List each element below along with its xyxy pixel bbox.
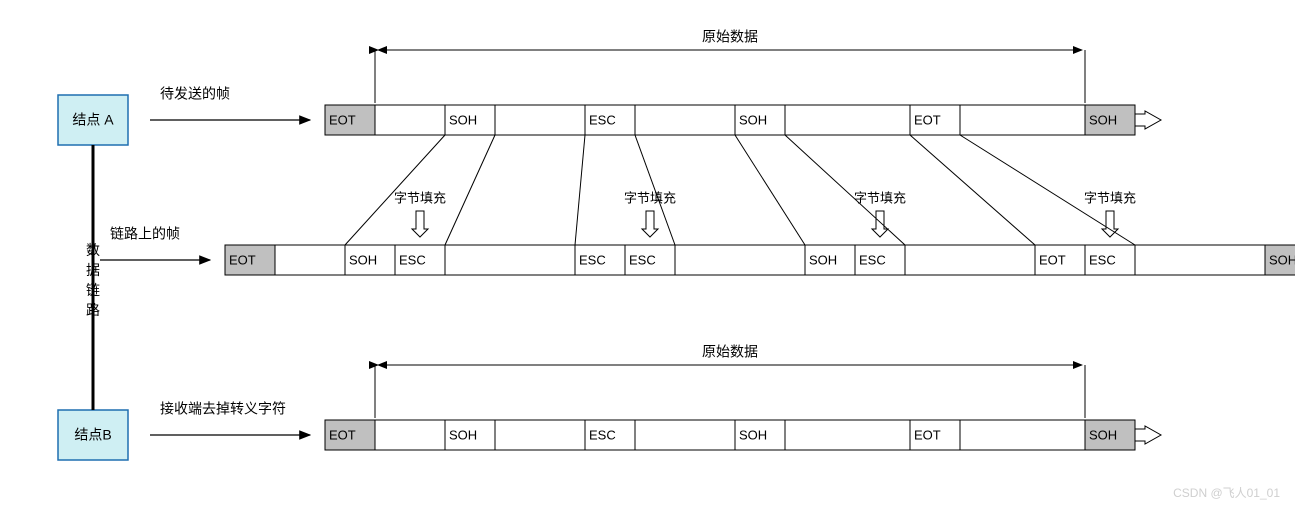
svg-text:字节填充: 字节填充 [854, 190, 906, 205]
svg-text:SOH: SOH [739, 427, 767, 442]
svg-text:接收端去掉转义字符: 接收端去掉转义字符 [160, 401, 286, 417]
svg-text:字节填充: 字节填充 [1084, 190, 1136, 205]
svg-text:SOH: SOH [449, 427, 477, 442]
svg-text:EOT: EOT [329, 427, 356, 442]
top-cell-5 [635, 105, 735, 135]
top-cell-1 [375, 105, 445, 135]
connector-r-0 [445, 135, 495, 245]
svg-text:字节填充: 字节填充 [394, 190, 446, 205]
svg-text:EOT: EOT [229, 252, 256, 267]
svg-text:ESC: ESC [629, 252, 656, 267]
svg-text:原始数据: 原始数据 [702, 29, 758, 45]
stuff-arrow-9 [872, 211, 888, 237]
mid-cell-7 [675, 245, 805, 275]
connector-l-1 [575, 135, 585, 245]
top-cell-7 [785, 105, 910, 135]
mid-cell-1 [275, 245, 345, 275]
svg-text:待发送的帧: 待发送的帧 [160, 86, 230, 102]
bot-cell-3 [495, 420, 585, 450]
top-cell-9 [960, 105, 1085, 135]
svg-text:ESC: ESC [399, 252, 426, 267]
svg-text:SOH: SOH [449, 112, 477, 127]
svg-text:SOH: SOH [1089, 112, 1117, 127]
mid-cell-4 [445, 245, 575, 275]
connector-l-3 [910, 135, 1035, 245]
svg-text:ESC: ESC [859, 252, 886, 267]
bot-cell-5 [635, 420, 735, 450]
svg-text:SOH: SOH [809, 252, 837, 267]
svg-text:原始数据: 原始数据 [702, 344, 758, 360]
mid-cell-10 [905, 245, 1035, 275]
svg-text:EOT: EOT [914, 112, 941, 127]
stuff-arrow-6 [642, 211, 658, 237]
svg-text:数: 数 [86, 242, 100, 258]
bot-cell-1 [375, 420, 445, 450]
connector-l-2 [735, 135, 805, 245]
svg-text:字节填充: 字节填充 [624, 190, 676, 205]
top-out-arrow [1135, 111, 1161, 129]
top-cell-3 [495, 105, 585, 135]
svg-text:SOH: SOH [1269, 252, 1295, 267]
svg-text:路: 路 [86, 302, 100, 318]
svg-text:ESC: ESC [1089, 252, 1116, 267]
bot-cell-9 [960, 420, 1085, 450]
svg-text:ESC: ESC [589, 112, 616, 127]
svg-text:SOH: SOH [739, 112, 767, 127]
stuff-arrow-3 [412, 211, 428, 237]
svg-text:链: 链 [86, 282, 100, 298]
svg-text:ESC: ESC [579, 252, 606, 267]
svg-text:链路上的帧: 链路上的帧 [110, 226, 180, 242]
bot-out-arrow [1135, 426, 1161, 444]
svg-text:SOH: SOH [349, 252, 377, 267]
svg-text:据: 据 [86, 262, 100, 278]
svg-text:ESC: ESC [589, 427, 616, 442]
svg-text:CSDN @飞人01_01: CSDN @飞人01_01 [1173, 486, 1280, 500]
mid-cell-13 [1135, 245, 1265, 275]
svg-text:SOH: SOH [1089, 427, 1117, 442]
svg-text:EOT: EOT [329, 112, 356, 127]
svg-text:EOT: EOT [914, 427, 941, 442]
svg-text:结点 A: 结点 A [72, 112, 114, 128]
bot-cell-7 [785, 420, 910, 450]
svg-text:EOT: EOT [1039, 252, 1066, 267]
svg-text:结点B: 结点B [74, 427, 111, 443]
